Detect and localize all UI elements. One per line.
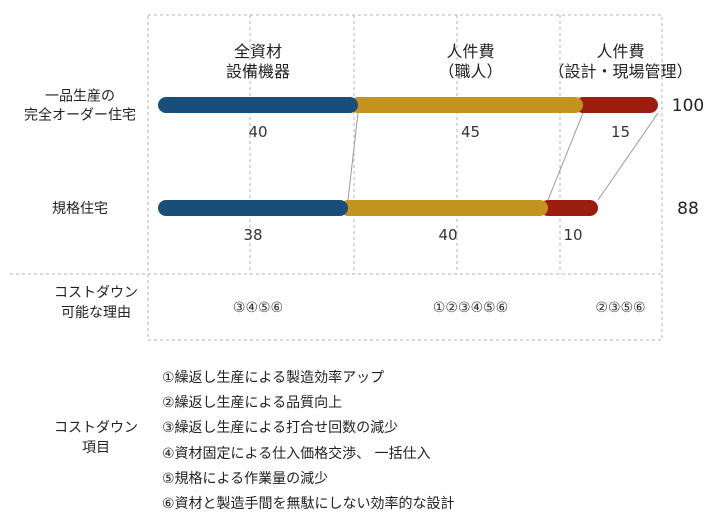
- chart-frame: [10, 14, 663, 341]
- row-label-1-line-1: 一品生産の: [45, 89, 115, 105]
- series-header-1-line-2: 設備機器: [226, 62, 290, 81]
- series-header-2-line-2: （職人）: [438, 62, 502, 81]
- total-labels: 100 88: [672, 96, 704, 219]
- value-label-row-1-segment-3: 15: [611, 123, 630, 141]
- value-labels: 40 45 15 38 40 10: [243, 123, 630, 244]
- series-header-3-line-2: （設計・現場管理）: [548, 62, 692, 81]
- legend-list: ①繰返し生産による製造効率アップ ②繰返し生産による品質向上 ③繰返し生産による…: [162, 366, 455, 517]
- legend-item-4: ④資材固定による仕入価格交渉、 一括仕入: [162, 445, 431, 462]
- legend-item-3: ③繰返し生産による打合せ回数の減少: [162, 420, 399, 437]
- connector-2: [547, 112, 584, 201]
- series-header-2-line-1: 人件費: [446, 42, 494, 61]
- value-label-row-2-segment-2: 40: [438, 226, 457, 244]
- bar-row-2-segment-2: [340, 200, 548, 216]
- value-label-row-1-segment-2: 45: [461, 123, 480, 141]
- bar-row-1-segment-3: [575, 97, 658, 113]
- value-label-row-2-segment-1: 38: [243, 226, 262, 244]
- reason-row-label-line-1: コストダウン: [54, 285, 138, 301]
- bar-row-2-segment-3: [540, 200, 598, 216]
- bars: [158, 97, 658, 216]
- reason-cell-3: ②③⑤⑥: [595, 300, 645, 316]
- legend-title-line-2: 項目: [82, 440, 110, 456]
- series-header-3-line-1: 人件費: [596, 42, 644, 61]
- series-header-1-line-1: 全資材: [234, 42, 282, 61]
- legend-title: コストダウン 項目: [46, 418, 146, 458]
- connector-3: [597, 112, 659, 201]
- legend-item-6: ⑥資材と製造手間を無駄にしない効率的な設計: [162, 496, 455, 513]
- bar-row-1-segment-2: [350, 97, 583, 113]
- legend-item-5: ⑤規格による作業量の減少: [162, 470, 329, 487]
- bar-row-2-segment-1: [158, 200, 348, 216]
- row-label-2-line-1: 規格住宅: [52, 201, 108, 217]
- legend-item-1: ①繰返し生産による製造効率アップ: [162, 370, 385, 386]
- legend-item-2: ②繰返し生産による品質向上: [162, 395, 343, 412]
- value-label-row-1-segment-1: 40: [248, 123, 267, 141]
- reason-cell-2: ①②③④⑤⑥: [433, 300, 508, 316]
- reason-cell-1: ③④⑤⑥: [233, 300, 283, 316]
- connector-lines: [347, 112, 659, 201]
- legend-title-line-1: コストダウン: [54, 420, 138, 436]
- connector-1: [347, 112, 359, 201]
- value-label-row-2-segment-3: 10: [563, 226, 582, 244]
- total-label-row-2: 88: [677, 199, 699, 219]
- bar-row-1-segment-1: [158, 97, 358, 113]
- row-label-1-line-2: 完全オーダー住宅: [24, 107, 136, 124]
- reason-row-label-line-2: 可能な理由: [61, 305, 131, 321]
- total-label-row-1: 100: [672, 96, 704, 116]
